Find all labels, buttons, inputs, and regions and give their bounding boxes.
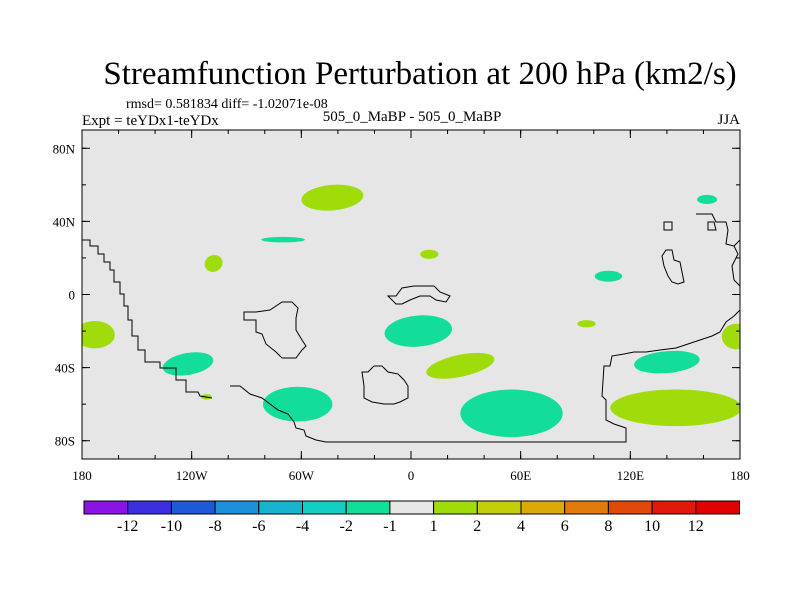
x-tick-label: 120E	[617, 468, 645, 483]
coastline-antarctic	[230, 309, 740, 443]
negative-anomaly-6	[634, 350, 700, 374]
colorbar-box	[476, 500, 522, 515]
coastline-south-america	[243, 301, 307, 359]
positive-anomaly-14	[610, 389, 740, 427]
colorbar-label: -1	[383, 518, 396, 535]
case-label: 505_0_MaBP - 505_0_MaBP	[323, 109, 502, 125]
colorbar-label: -10	[161, 518, 182, 535]
colorbar-label: -12	[117, 518, 138, 535]
colorbar-label: 6	[561, 518, 569, 535]
positive-anomaly-11	[82, 321, 115, 349]
season-label: JJA	[717, 112, 740, 128]
y-tick-label: 0	[69, 288, 76, 303]
colorbar-label: 4	[517, 518, 525, 535]
x-tick-label: 60E	[510, 468, 531, 483]
positive-anomaly-8	[301, 184, 364, 211]
y-tick-label: 40S	[55, 361, 75, 376]
y-tick-label: 80S	[55, 434, 75, 449]
coastline-asia-east	[661, 249, 685, 285]
negative-anomaly-5	[594, 270, 623, 282]
colorbar-box	[520, 500, 566, 515]
positive-anomaly-13	[577, 320, 596, 328]
positive-anomaly-15	[721, 323, 740, 350]
x-tick-label: 180	[730, 468, 750, 483]
x-tick-label: 120W	[176, 468, 209, 483]
colorbar-label: 10	[644, 518, 660, 535]
positive-anomaly-12	[426, 352, 495, 379]
negative-anomaly-0	[162, 352, 214, 376]
negative-anomaly-4	[460, 389, 563, 438]
colorbar-label: 12	[688, 518, 704, 535]
colorbar: -12 -10 -8 -6 -4 -2 -1 1 2 4 6 8 10 12	[83, 500, 740, 535]
coastlines	[82, 213, 740, 443]
coastline-americas-west	[82, 239, 213, 399]
colorbar-label: -2	[340, 518, 353, 535]
positive-anomaly-10	[420, 249, 439, 259]
coastline-asia-north	[696, 213, 740, 287]
anomaly-regions	[82, 184, 740, 438]
map-axes: 180 120W 60W 0 60E 120E 180 80N 40N 0 40S 80S	[53, 130, 750, 483]
coastline-africa-south	[361, 365, 409, 405]
colorbar-box	[170, 500, 216, 515]
colorbar-box	[127, 500, 172, 515]
colorbar-box	[695, 500, 740, 515]
colorbar-box	[258, 500, 303, 515]
colorbar-label: -6	[252, 518, 265, 535]
colorbar-box	[214, 500, 260, 515]
colorbar-box	[651, 500, 697, 515]
negative-anomaly-3	[384, 315, 453, 347]
colorbar-box	[433, 500, 478, 515]
negative-anomaly-1	[262, 386, 333, 422]
colorbar-label: -8	[208, 518, 221, 535]
coastline-west-africa	[386, 285, 451, 305]
colorbar-label: 1	[430, 518, 438, 535]
stats-text: rmsd= 0.581834 diff= -1.02071e-08	[126, 97, 328, 112]
chart-title: Streamfunction Perturbation at 200 hPa (…	[103, 56, 736, 92]
y-tick-label: 40N	[53, 214, 76, 229]
positive-anomaly-9	[204, 254, 223, 272]
x-tick-label: 60W	[289, 468, 315, 483]
x-tick-label: 180	[72, 468, 92, 483]
colorbar-box	[607, 500, 653, 515]
negative-anomaly-2	[261, 236, 305, 243]
colorbar-box	[389, 500, 435, 515]
colorbar-box	[302, 500, 347, 515]
colorbar-box	[83, 500, 129, 515]
coastline-islands	[663, 221, 740, 247]
colorbar-box	[345, 500, 391, 515]
experiment-label: Expt = teYDx1-teYDx	[82, 113, 219, 129]
colorbar-label: -4	[296, 518, 309, 535]
colorbar-box	[564, 500, 609, 515]
colorbar-label: 8	[604, 518, 612, 535]
x-tick-label: 0	[408, 468, 415, 483]
colorbar-label: 2	[473, 518, 481, 535]
negative-anomaly-7	[697, 194, 718, 205]
y-tick-label: 80N	[53, 141, 76, 156]
